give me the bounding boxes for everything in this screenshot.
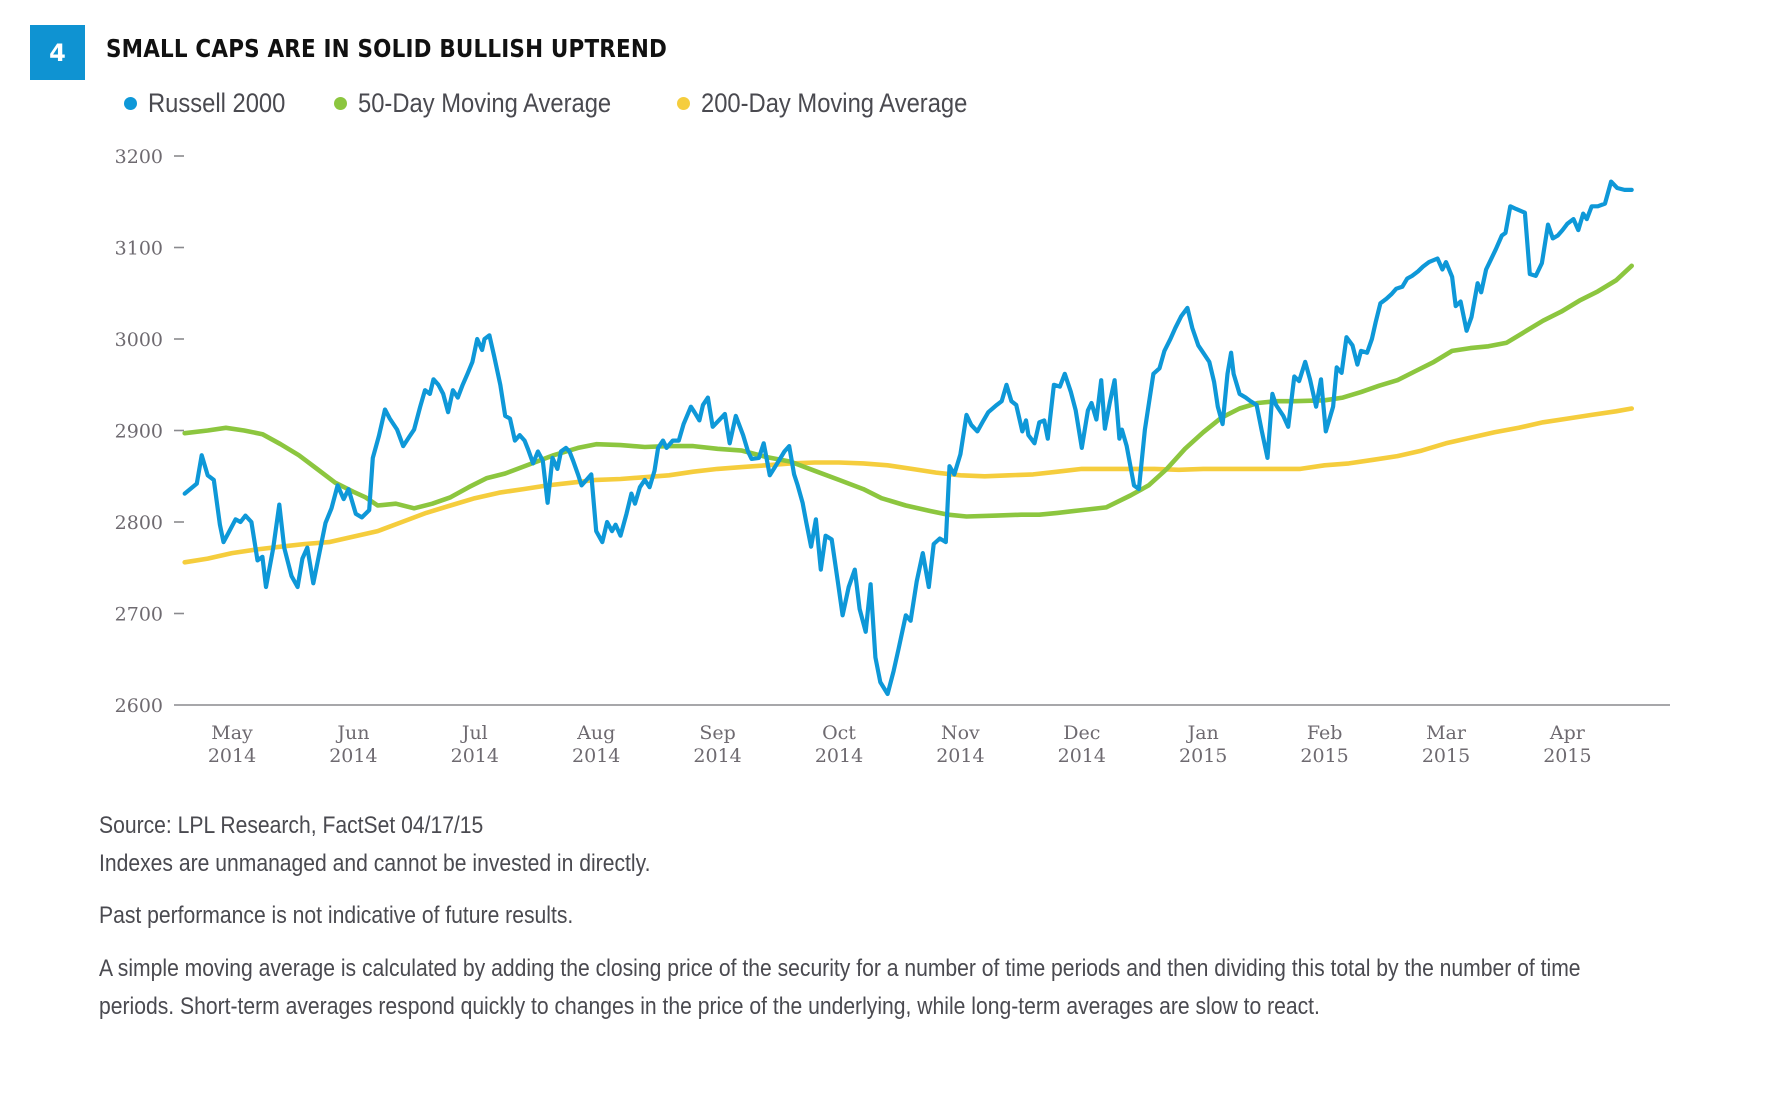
x-tick-year: 2014 [329, 745, 377, 767]
x-tick-year: 2014 [572, 745, 620, 767]
legend-label: 200-Day Moving Average [701, 88, 968, 118]
y-tick-label: 2900 [115, 421, 163, 443]
disclaimer-past-performance: Past performance is not indicative of fu… [99, 902, 574, 929]
x-tick-month: Feb [1307, 722, 1343, 744]
legend-label: Russell 2000 [148, 88, 286, 118]
moving-average-note-line-1: A simple moving average is calculated by… [99, 955, 1581, 982]
source-note: Source: LPL Research, FactSet 04/17/15 [99, 812, 484, 839]
x-axis: May2014Jun2014Jul2014Aug2014Sep2014Oct20… [174, 704, 1670, 767]
y-tick-label: 2600 [115, 695, 163, 717]
x-tick-year: 2014 [208, 745, 256, 767]
x-tick-month: Apr [1549, 722, 1586, 744]
y-axis: 3200 3100 3000 2900 2800 2700 2600 [115, 146, 184, 717]
x-tick-month: Jul [460, 722, 488, 744]
legend-item-50-day-ma: 50-Day Moving Average [334, 88, 646, 119]
x-tick-year: 2014 [1058, 745, 1106, 767]
y-tick-label: 3100 [115, 238, 163, 260]
legend-dot-icon [334, 97, 347, 110]
legend-item-200-day-ma: 200-Day Moving Average [677, 88, 1004, 119]
y-tick-label: 2700 [115, 604, 163, 626]
y-tick-label: 2800 [115, 512, 163, 534]
legend-dot-icon [124, 97, 137, 110]
x-tick-month: Mar [1426, 722, 1467, 744]
x-tick-month: Jan [1186, 722, 1219, 744]
chart-title: SMALL CAPS ARE IN SOLID BULLISH UPTREND [106, 34, 668, 63]
legend-label: 50-Day Moving Average [358, 88, 612, 118]
moving-average-note-line-2: periods. Short-term averages respond qui… [99, 993, 1320, 1020]
y-tick-label: 3200 [115, 146, 163, 168]
x-tick-year: 2014 [815, 745, 863, 767]
russell-2000-line [182, 179, 1634, 697]
200-day-moving-average-line [182, 406, 1634, 565]
figure-number-badge: 4 [30, 25, 85, 80]
x-tick-year: 2014 [936, 745, 984, 767]
x-tick-year: 2015 [1300, 745, 1348, 767]
legend-dot-icon [677, 97, 690, 110]
x-tick-month: Sep [699, 722, 735, 744]
series-lines [182, 179, 1634, 697]
x-tick-month: Jun [335, 722, 369, 744]
x-tick-year: 2015 [1543, 745, 1591, 767]
disclaimer-indexes: Indexes are unmanaged and cannot be inve… [99, 850, 651, 877]
x-tick-month: May [211, 722, 253, 744]
x-tick-month: Oct [822, 722, 856, 744]
x-tick-month: Aug [576, 722, 615, 744]
x-tick-year: 2015 [1422, 745, 1470, 767]
y-tick-label: 3000 [115, 329, 163, 351]
x-tick-year: 2014 [451, 745, 499, 767]
x-tick-month: Nov [941, 722, 980, 744]
x-tick-month: Dec [1063, 722, 1100, 744]
legend-item-russell-2000: Russell 2000 [124, 88, 304, 119]
x-tick-year: 2014 [693, 745, 741, 767]
50-day-moving-average-line [182, 263, 1634, 519]
x-tick-year: 2015 [1179, 745, 1227, 767]
